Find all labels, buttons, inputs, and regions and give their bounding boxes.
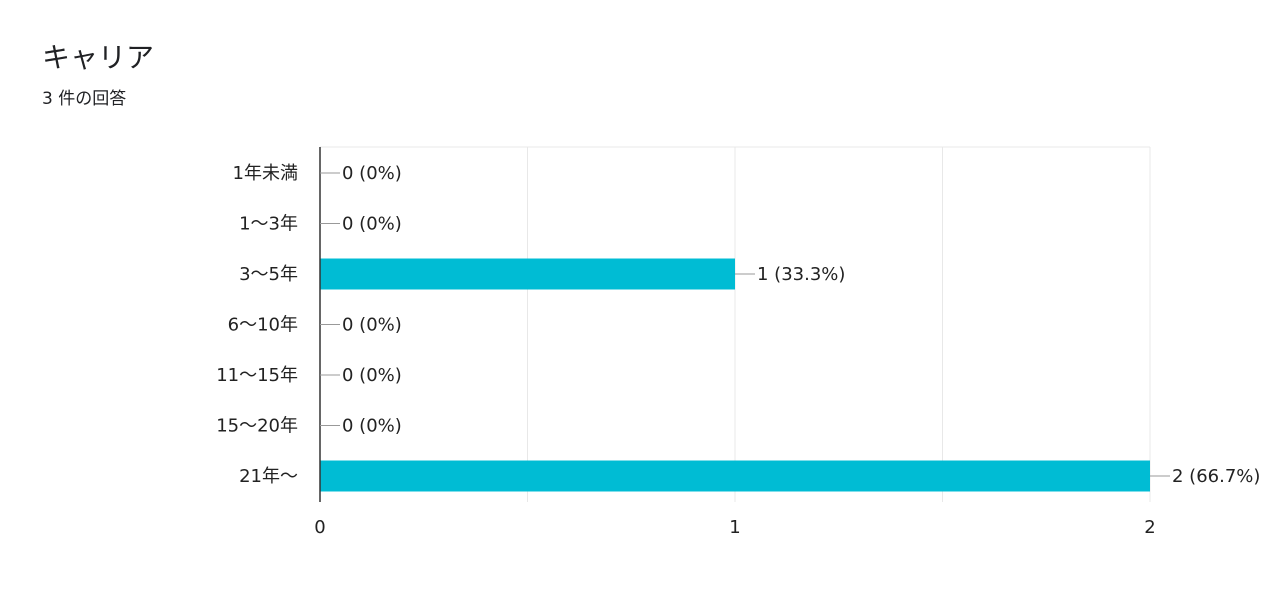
data-label: 0 (0%) <box>342 214 402 235</box>
data-label: 0 (0%) <box>342 365 402 386</box>
x-tick-label: 1 <box>729 517 740 538</box>
category-label: 15〜20年 <box>216 416 298 437</box>
category-label: 21年〜 <box>239 466 298 487</box>
category-label: 1〜3年 <box>239 214 298 235</box>
response-count: 3 件の回答 <box>42 89 127 109</box>
category-label: 1年未満 <box>233 163 298 184</box>
data-label: 0 (0%) <box>342 416 402 437</box>
category-label: 3〜5年 <box>239 264 298 285</box>
question-title: キャリア <box>42 41 155 74</box>
data-label: 0 (0%) <box>342 163 402 184</box>
x-tick-label: 2 <box>1144 517 1155 538</box>
label-layer: 0 (0%) 1年未満 0 (0%) 1〜3年 1 (33.3%) 3〜5年 0 (0%) 6… <box>216 163 1260 487</box>
x-tick-label: 0 <box>314 517 325 538</box>
bar <box>320 460 1150 492</box>
bar <box>320 258 735 290</box>
bar-layer <box>320 258 1150 492</box>
category-label: 6〜10年 <box>228 315 298 336</box>
grid-layer <box>320 146 1151 502</box>
data-label: 0 (0%) <box>342 315 402 336</box>
data-label: 1 (33.3%) <box>757 264 845 285</box>
data-label: 2 (66.7%) <box>1172 466 1260 487</box>
category-label: 11〜15年 <box>216 365 298 386</box>
